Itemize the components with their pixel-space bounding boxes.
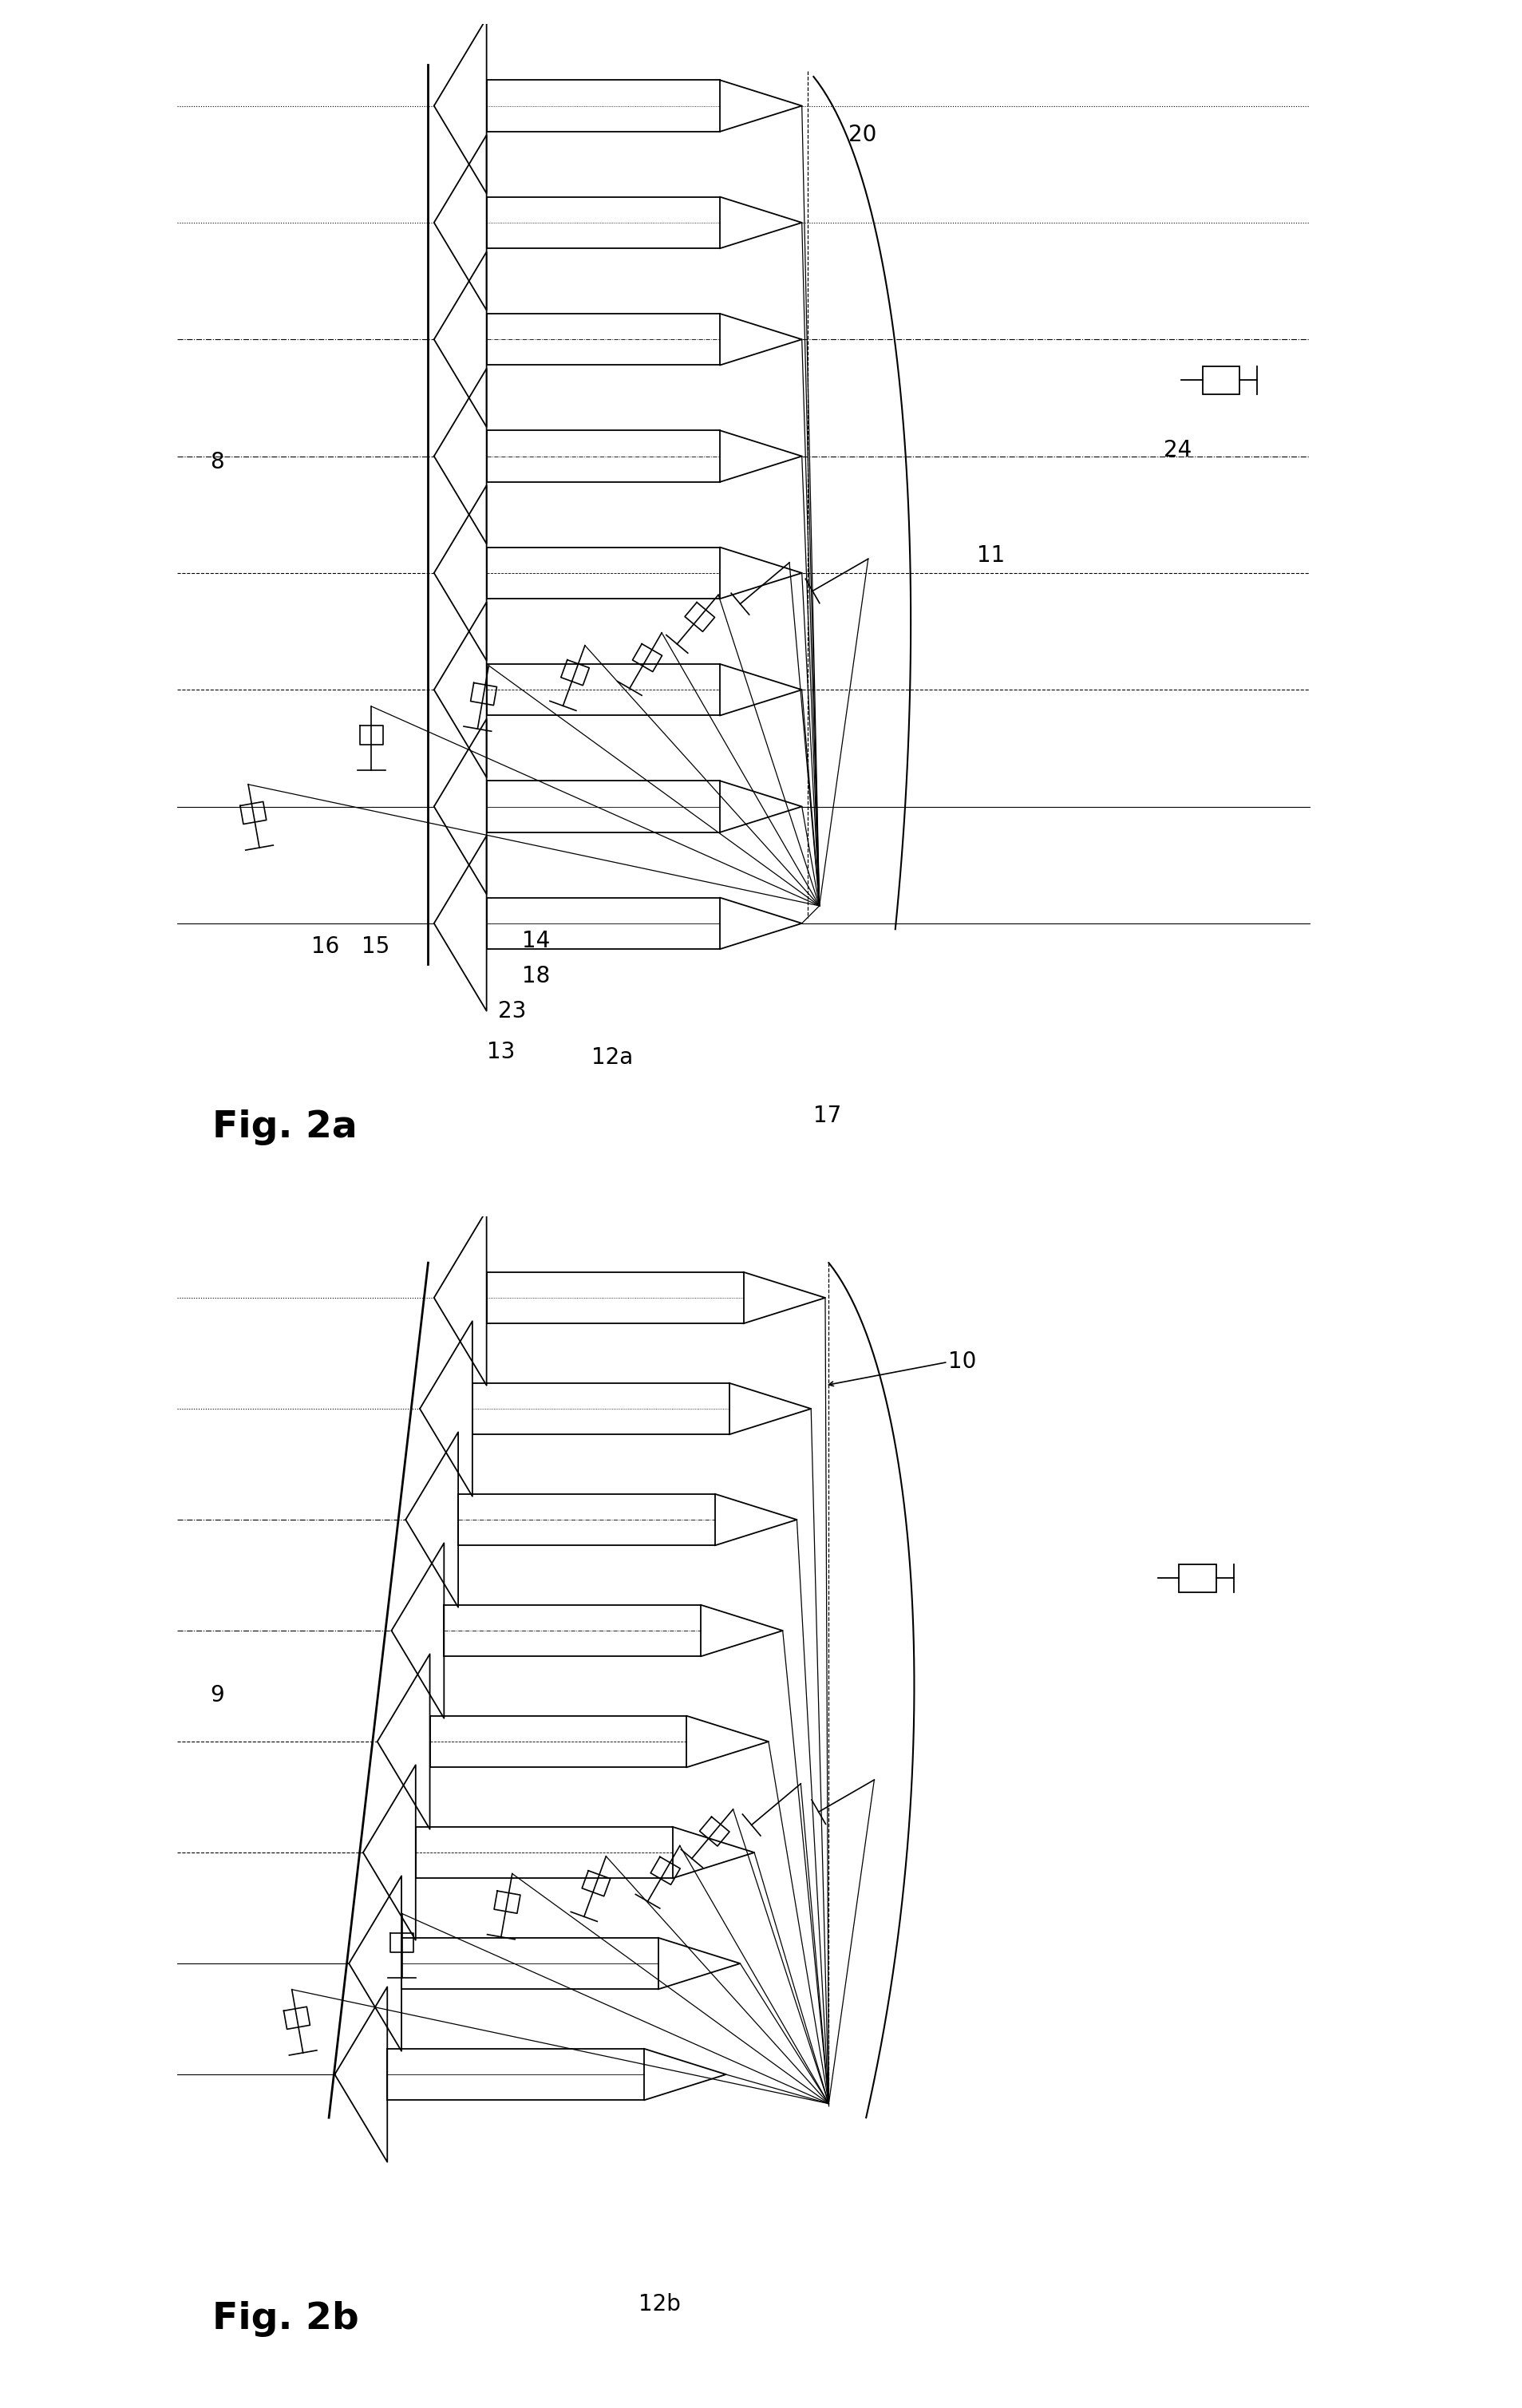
Text: Fig. 2b: Fig. 2b xyxy=(212,2302,359,2338)
Bar xyxy=(1202,366,1240,395)
Text: 8: 8 xyxy=(210,450,224,474)
Text: Fig. 2a: Fig. 2a xyxy=(212,1110,358,1146)
Text: 18: 18 xyxy=(522,966,549,987)
Bar xyxy=(1180,1565,1216,1592)
Text: 13: 13 xyxy=(487,1040,514,1062)
Text: 20: 20 xyxy=(849,123,877,147)
Text: 10: 10 xyxy=(948,1351,976,1373)
Text: 12a: 12a xyxy=(592,1047,633,1069)
Text: 14: 14 xyxy=(522,929,549,951)
Text: 15: 15 xyxy=(362,937,390,958)
Text: 24: 24 xyxy=(1164,438,1192,462)
Text: 23: 23 xyxy=(498,999,527,1021)
Text: 11: 11 xyxy=(977,544,1005,566)
Text: 17: 17 xyxy=(814,1105,842,1127)
Text: 16: 16 xyxy=(312,937,339,958)
Text: 9: 9 xyxy=(210,1683,224,1705)
Text: 12b: 12b xyxy=(638,2292,680,2316)
